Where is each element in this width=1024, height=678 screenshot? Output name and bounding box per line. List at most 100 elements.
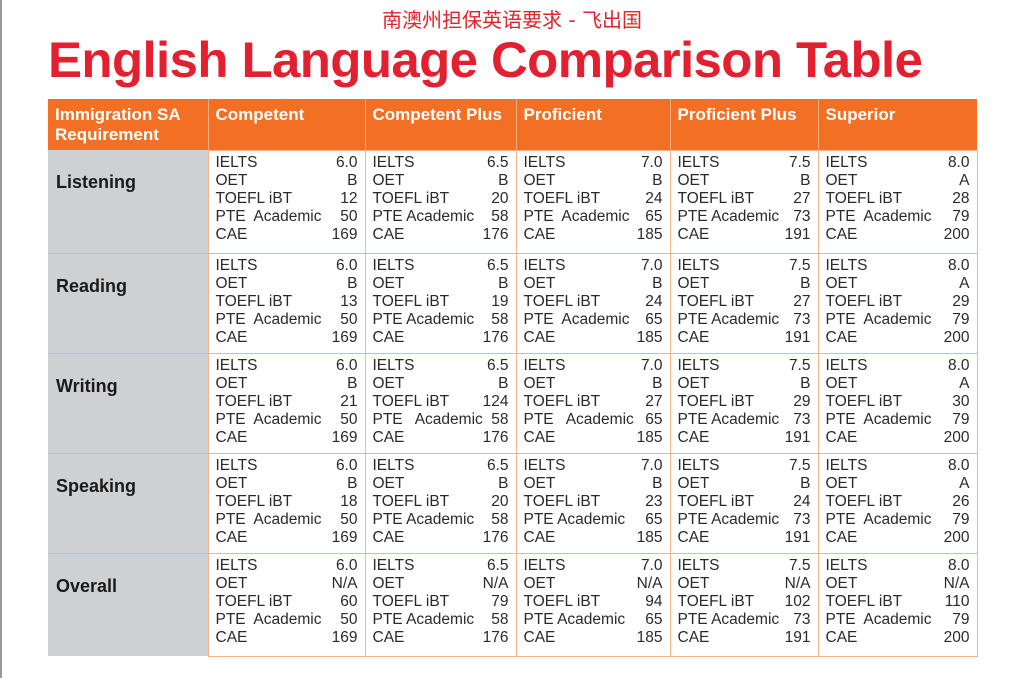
test-score: B [498, 474, 509, 492]
test-score: N/A [331, 574, 358, 592]
test-score: 26 [952, 492, 970, 510]
test-score: B [652, 274, 663, 292]
score-cell-competent-plus: IELTS 6.5 OET B TOEFL iBT 20 PTE Academic 58 CAE… [364, 452, 517, 554]
score-line: PTE Academic 58 [373, 311, 509, 329]
score-line: IELTS 8.0 [826, 357, 970, 375]
test-score: 65 [645, 411, 663, 429]
test-score: 169 [331, 529, 358, 547]
test-name: TOEFL iBT [372, 189, 450, 207]
test-score: B [652, 474, 663, 492]
score-line: TOEFL iBT 13 [216, 293, 358, 311]
test-name: TOEFL iBT [825, 392, 903, 410]
test-name: OET [677, 171, 710, 189]
test-score: 79 [952, 411, 970, 429]
score-line: CAE 200 [826, 529, 970, 547]
score-line: IELTS 7.0 [524, 154, 663, 172]
test-score: B [652, 374, 663, 392]
score-line: CAE 169 [216, 629, 358, 647]
score-line: OET B [216, 275, 358, 293]
test-name: OET [215, 171, 248, 189]
row-label-reading: Reading [48, 253, 208, 354]
test-name: OET [215, 374, 248, 392]
test-name: TOEFL iBT [825, 189, 903, 207]
test-score: 73 [793, 411, 811, 429]
score-line: IELTS 6.0 [216, 357, 358, 375]
test-score: 6.0 [335, 556, 358, 574]
test-score: A [959, 374, 970, 392]
score-line: TOEFL iBT 94 [524, 593, 663, 611]
test-name: OET [523, 374, 556, 392]
test-name: IELTS [523, 153, 566, 171]
table-row: Overall IELTS 6.0 OET N/A TOEFL iBT 60 PTE Acad… [48, 552, 978, 657]
test-name: IELTS [215, 556, 258, 574]
test-score: B [652, 171, 663, 189]
score-line: PTE Academic 65 [524, 208, 663, 226]
test-score: 8.0 [947, 456, 970, 474]
score-line: TOEFL iBT 30 [826, 393, 970, 411]
test-score: B [498, 274, 509, 292]
test-name: CAE [372, 629, 405, 647]
test-name: IELTS [215, 153, 258, 171]
test-score: 7.0 [640, 456, 663, 474]
score-line: IELTS 7.0 [524, 257, 663, 275]
test-score: 200 [943, 429, 970, 447]
test-name: OET [372, 274, 405, 292]
test-name: IELTS [372, 356, 415, 374]
test-name: PTE Academic [372, 611, 475, 629]
test-name: IELTS [825, 153, 868, 171]
score-cell-superior: IELTS 8.0 OET A TOEFL iBT 30 PTE Academic 79 CAE… [817, 352, 978, 454]
score-line: TOEFL iBT 24 [524, 190, 663, 208]
score-cell-competent: IELTS 6.0 OET N/A TOEFL iBT 60 PTE Academic 50 C… [207, 552, 366, 657]
test-score: 94 [645, 592, 663, 610]
test-name: CAE [825, 226, 858, 244]
test-name: OET [523, 274, 556, 292]
score-line: TOEFL iBT 102 [678, 593, 811, 611]
test-name: TOEFL iBT [372, 492, 450, 510]
test-score: 176 [482, 329, 509, 347]
test-name: OET [677, 274, 710, 292]
test-name: CAE [215, 629, 248, 647]
test-score: 30 [952, 392, 970, 410]
test-name: CAE [825, 329, 858, 347]
test-name: CAE [215, 529, 248, 547]
test-score: 169 [331, 629, 358, 647]
test-score: 58 [491, 411, 509, 429]
test-name: IELTS [523, 556, 566, 574]
test-name: TOEFL iBT [523, 189, 601, 207]
score-cell-proficient-plus: IELTS 7.5 OET N/A TOEFL iBT 102 PTE Academic 73… [669, 552, 819, 657]
row-label-speaking: Speaking [48, 453, 208, 554]
test-score: A [959, 171, 970, 189]
score-line: CAE 185 [524, 529, 663, 547]
test-name: TOEFL iBT [523, 592, 601, 610]
test-score: B [800, 171, 811, 189]
score-line: PTE Academic 73 [678, 411, 811, 429]
score-line: OET B [216, 475, 358, 493]
test-score: 191 [784, 629, 811, 647]
score-line: CAE 169 [216, 226, 358, 244]
test-score: 28 [952, 189, 970, 207]
score-line: PTE Academic 50 [216, 411, 358, 429]
table-row: Listening IELTS 6.0 OET B TOEFL iBT 12 PTE Acad… [48, 149, 978, 254]
score-line: CAE 185 [524, 226, 663, 244]
test-score: 60 [340, 592, 358, 610]
test-score: 65 [645, 311, 663, 329]
score-line: TOEFL iBT 27 [678, 190, 811, 208]
test-name: TOEFL iBT [372, 592, 450, 610]
test-name: CAE [677, 226, 710, 244]
score-line: IELTS 6.0 [216, 257, 358, 275]
row-label-writing: Writing [48, 353, 208, 454]
table-row: Writing IELTS 6.0 OET B TOEFL iBT 21 PTE Academ… [48, 352, 978, 454]
test-name: CAE [215, 329, 248, 347]
score-line: CAE 185 [524, 429, 663, 447]
score-line: OET N/A [678, 575, 811, 593]
test-name: OET [523, 574, 556, 592]
test-name: CAE [523, 429, 556, 447]
test-name: PTE Academic [825, 208, 932, 226]
test-name: OET [825, 274, 858, 292]
test-name: CAE [523, 226, 556, 244]
score-line: CAE 169 [216, 329, 358, 347]
test-score: 18 [340, 492, 358, 510]
score-cell-proficient-plus: IELTS 7.5 OET B TOEFL iBT 27 PTE Academic 73 CAE… [669, 252, 819, 354]
score-line: TOEFL iBT 23 [524, 493, 663, 511]
score-line: IELTS 8.0 [826, 557, 970, 575]
